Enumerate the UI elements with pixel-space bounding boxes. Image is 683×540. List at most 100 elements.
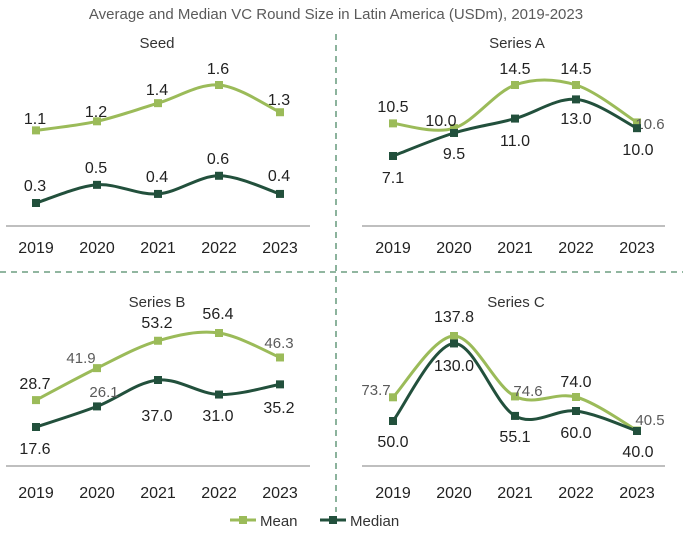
panel-seed: Seed 2019 2020 2021 2022 2023 1.1 1.2 1.4 1.6 1.3 0…: [6, 35, 310, 257]
data-point-mean: [154, 336, 162, 345]
x-tick-label: 2023: [262, 485, 298, 502]
x-tick-label: 2019: [18, 485, 54, 502]
data-label-mean: 1.4: [146, 82, 168, 99]
data-point-mean: [511, 392, 519, 401]
data-label-median: 0.4: [146, 169, 168, 186]
x-tick-label: 2022: [558, 485, 594, 502]
data-point-median: [215, 390, 223, 399]
data-label-median: 0.4: [268, 168, 290, 185]
data-point-median: [389, 152, 397, 160]
data-label-median: 11.0: [500, 133, 530, 150]
data-point-mean: [389, 119, 397, 128]
data-label-median: 17.6: [19, 441, 50, 458]
data-point-median: [450, 128, 458, 137]
data-label-mean: 41.9: [66, 350, 95, 367]
data-label-median: 37.0: [141, 408, 172, 425]
data-label-mean: 14.5: [560, 61, 591, 78]
data-point-median: [276, 189, 284, 198]
legend-mean-label: Mean: [260, 513, 298, 530]
x-tick-label: 2019: [375, 485, 411, 502]
data-label-mean: 1.2: [85, 104, 107, 121]
data-point-mean: [276, 353, 284, 362]
data-label-mean: 137.8: [434, 309, 474, 326]
x-tick-label: 2022: [201, 240, 237, 257]
data-label-median: 9.5: [443, 146, 465, 163]
data-label-median: 60.0: [560, 425, 591, 442]
data-point-mean: [389, 393, 397, 402]
data-point-median: [154, 189, 162, 198]
panel-series-c: Series C 2019 2020 2021 2022 2023 73.7 137.8 74.…: [361, 294, 665, 502]
x-tick-label: 2020: [436, 240, 472, 257]
data-point-median: [450, 339, 458, 348]
x-tick-label: 2023: [619, 240, 655, 257]
data-label-mean: 53.2: [141, 315, 172, 332]
data-point-mean: [450, 332, 458, 340]
data-point-median: [633, 427, 641, 435]
data-label-median: 50.0: [377, 434, 408, 451]
x-tick-label: 2021: [140, 240, 176, 257]
data-point-median: [32, 423, 40, 431]
panel-series-a: Series A 2019 2020 2021 2022 2023 10.5 10.0 14.5…: [362, 35, 665, 257]
data-point-median: [389, 417, 397, 425]
data-point-mean: [511, 81, 519, 89]
data-label-median: 26.1: [89, 384, 118, 401]
data-label-mean: 40.5: [635, 412, 664, 429]
panel-title-series-a: Series A: [489, 35, 545, 52]
legend-mean-marker: [239, 516, 247, 524]
series-line-median: [391, 341, 638, 433]
data-label-median: 31.0: [202, 408, 233, 425]
data-label-mean: 10.5: [377, 99, 408, 116]
data-point-mean: [215, 81, 223, 89]
x-tick-label: 2021: [497, 485, 533, 502]
data-label-mean: 1.1: [24, 111, 46, 128]
legend-median-marker: [329, 516, 337, 524]
x-tick-label: 2020: [79, 240, 115, 257]
data-label-mean: 73.7: [361, 382, 390, 399]
panel-title-series-c: Series C: [487, 294, 545, 311]
data-label-mean: 10.6: [635, 116, 664, 133]
data-point-median: [215, 171, 223, 180]
data-point-median: [93, 180, 101, 189]
data-label-median: 13.0: [560, 111, 591, 128]
data-point-median: [633, 124, 641, 133]
x-tick-label: 2023: [619, 485, 655, 502]
data-label-median: 40.0: [622, 444, 653, 461]
data-label-median: 10.0: [622, 142, 653, 159]
x-tick-label: 2020: [79, 485, 115, 502]
data-point-mean: [32, 396, 40, 405]
data-label-mean: 56.4: [202, 306, 233, 323]
data-label-median: 0.6: [207, 151, 229, 168]
data-point-median: [276, 380, 284, 389]
data-point-mean: [93, 117, 101, 126]
data-label-median: 0.5: [85, 160, 107, 177]
data-point-median: [93, 402, 101, 411]
data-point-median: [511, 114, 519, 123]
data-point-mean: [32, 126, 40, 135]
data-label-median: 35.2: [263, 400, 294, 417]
x-tick-label: 2019: [375, 240, 411, 257]
data-point-median: [572, 407, 580, 415]
panel-title-seed: Seed: [139, 35, 174, 52]
legend-median-label: Median: [350, 513, 399, 530]
data-point-mean: [93, 364, 101, 373]
x-tick-label: 2020: [436, 485, 472, 502]
data-point-mean: [215, 329, 223, 337]
data-point-mean: [633, 118, 641, 127]
data-label-median: 130.0: [434, 358, 474, 375]
x-tick-label: 2023: [262, 240, 298, 257]
data-point-mean: [572, 393, 580, 401]
data-point-mean: [154, 99, 162, 108]
panel-series-b: Series B 2019 2020 2021 2022 2023 28.7 41.9 53.2…: [6, 294, 310, 502]
data-label-mean: 46.3: [264, 335, 293, 352]
data-point-median: [572, 95, 580, 104]
data-label-median: 7.1: [382, 170, 404, 187]
x-tick-label: 2021: [140, 485, 176, 502]
x-tick-label: 2022: [558, 240, 594, 257]
data-point-mean: [276, 108, 284, 117]
data-label-mean: 1.6: [207, 61, 229, 78]
data-label-mean: 74.6: [513, 383, 542, 400]
data-label-mean: 74.0: [560, 374, 591, 391]
legend: Mean Median: [230, 513, 399, 530]
data-point-median: [154, 376, 162, 384]
